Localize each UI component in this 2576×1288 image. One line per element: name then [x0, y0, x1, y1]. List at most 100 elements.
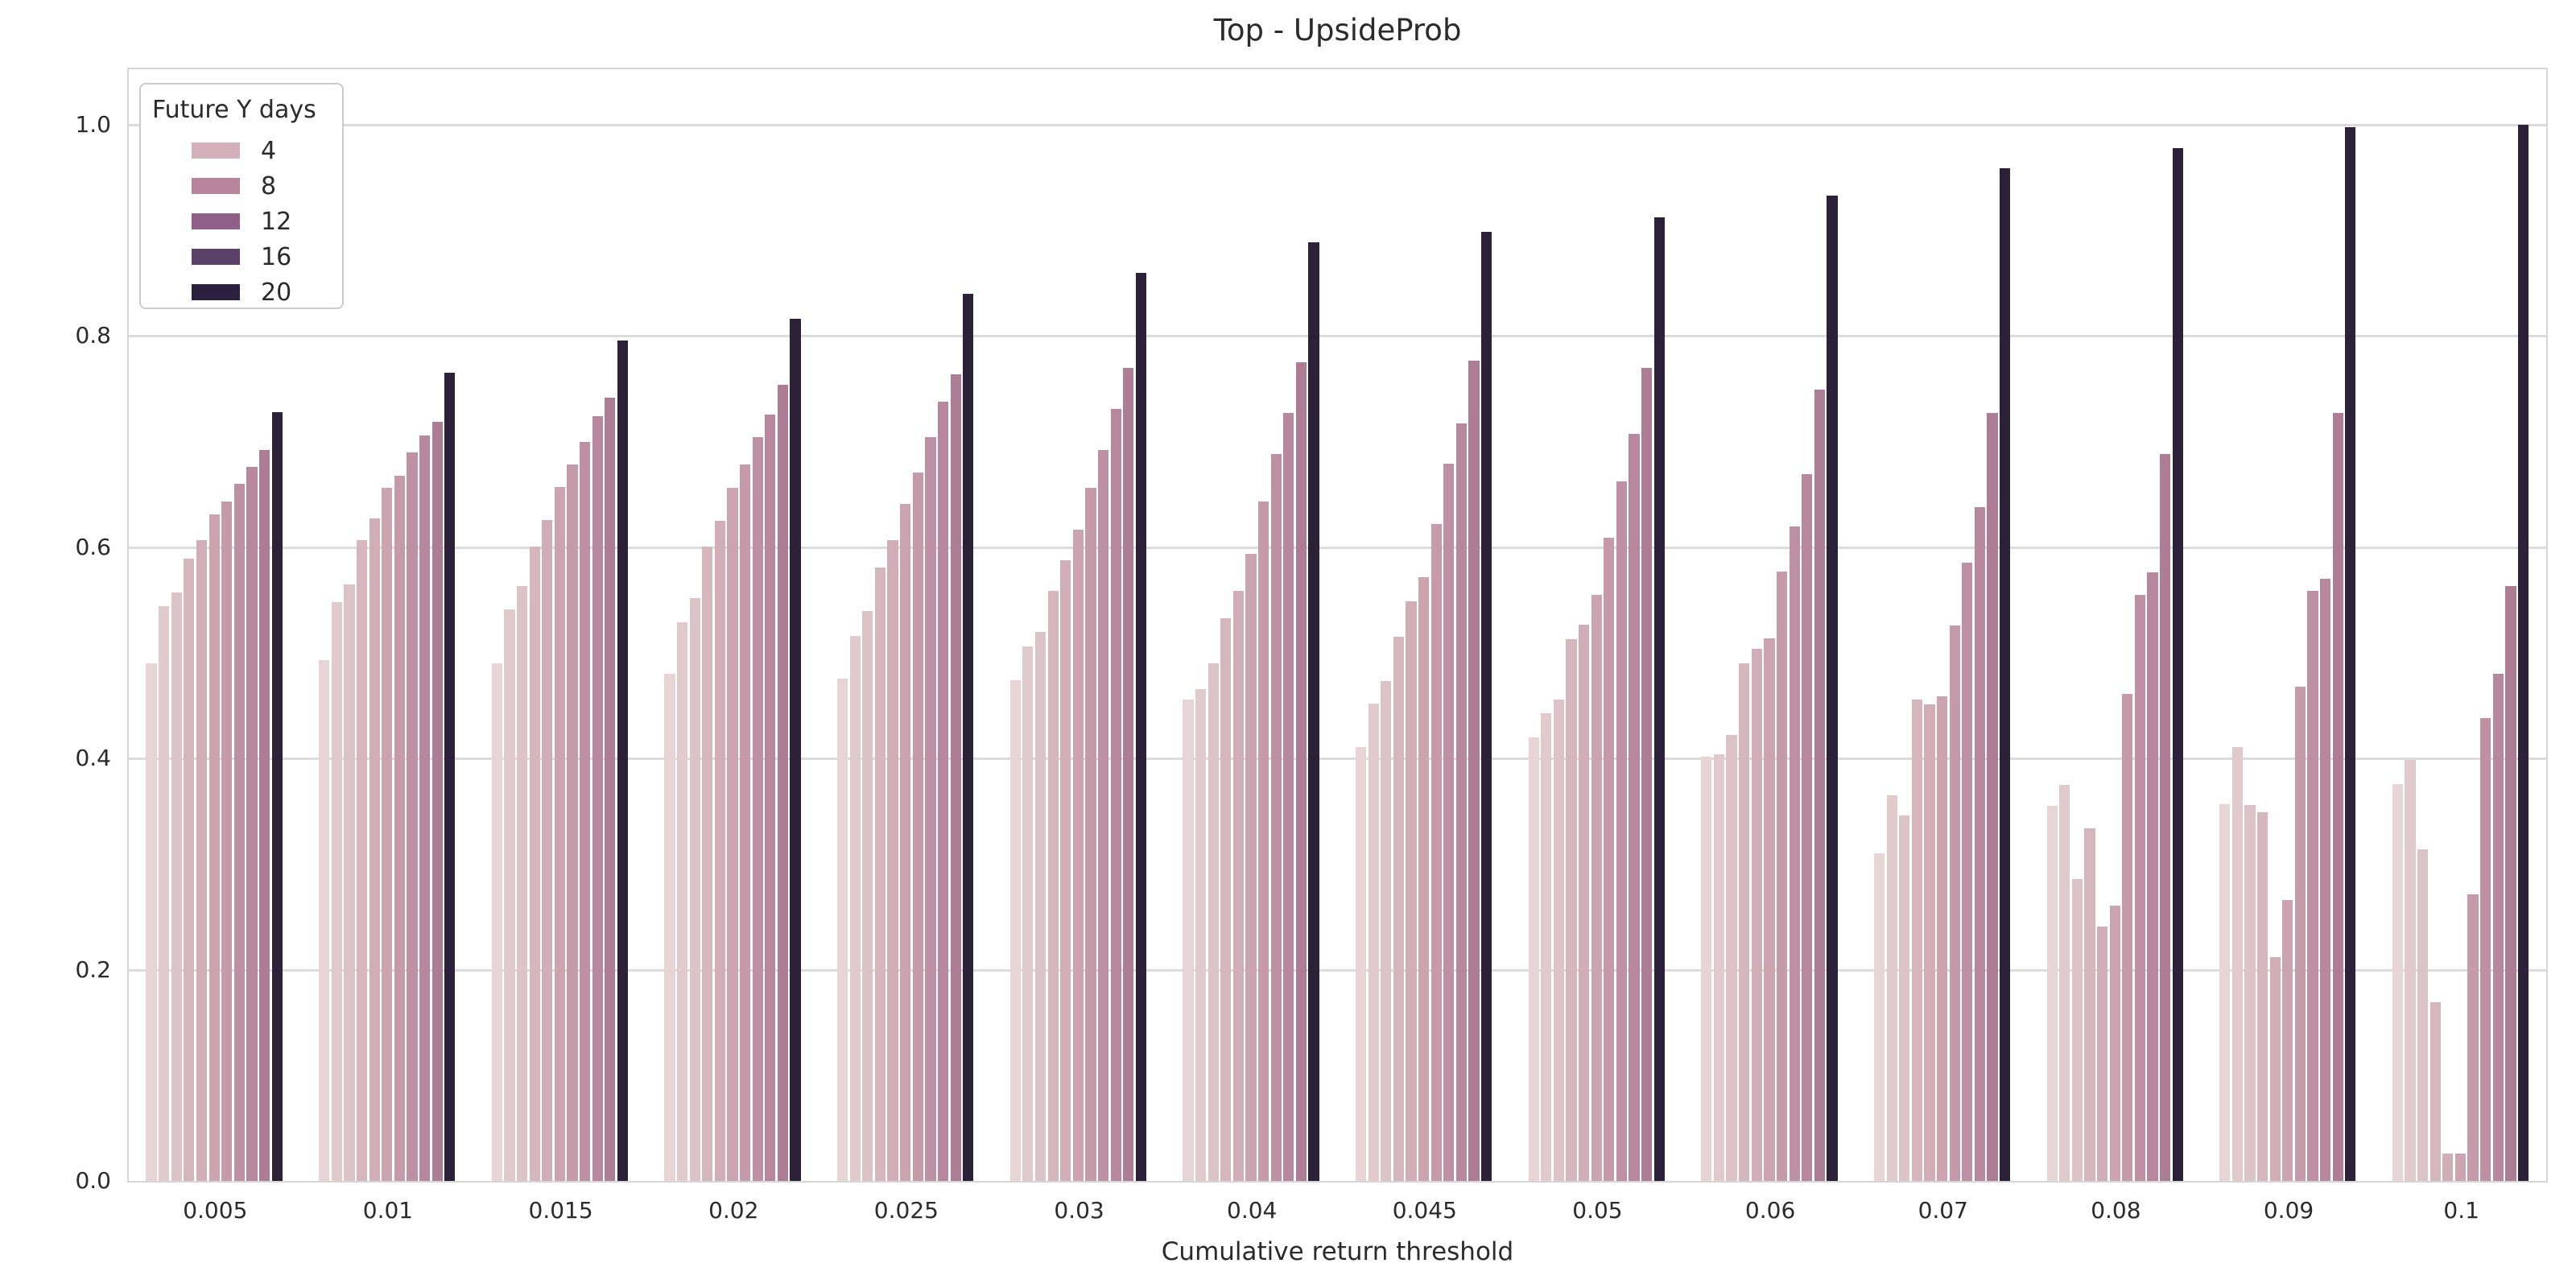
bar [516, 586, 528, 1181]
bar [702, 546, 713, 1181]
bar [1368, 703, 1379, 1181]
bar [1713, 753, 1725, 1181]
x-tick-label: 0.05 [1572, 1197, 1623, 1224]
legend-entry-label: 20 [261, 278, 292, 307]
bar [2231, 746, 2243, 1181]
bar [554, 487, 565, 1181]
bar [2320, 579, 2331, 1181]
legend-swatch-icon [192, 284, 240, 300]
y-tick-label: 0.6 [75, 533, 111, 560]
bar [677, 621, 688, 1181]
bar [900, 504, 911, 1181]
bar [1123, 367, 1134, 1181]
legend: Future Y days 4 8 12 16 20 [139, 83, 344, 309]
bar [1220, 617, 1232, 1181]
bar [1802, 474, 1813, 1181]
bar [837, 678, 848, 1181]
bar [369, 518, 380, 1181]
bar [221, 502, 233, 1181]
bar [1776, 571, 1788, 1181]
bar [196, 539, 208, 1181]
bar [1195, 688, 1207, 1181]
bar [1245, 553, 1257, 1181]
bar [2454, 1153, 2467, 1181]
gridline [129, 758, 2546, 761]
bar [2480, 718, 2491, 1181]
legend-entry-label: 8 [261, 171, 277, 200]
bar [1974, 506, 1985, 1181]
bar [356, 539, 368, 1181]
bar [1701, 756, 1712, 1181]
bar [849, 636, 861, 1181]
legend-entry: 8 [141, 168, 342, 204]
bar [752, 437, 763, 1181]
bar [1393, 637, 1404, 1181]
legend-swatch-icon [192, 213, 240, 229]
bar [171, 592, 182, 1181]
bar [2442, 1153, 2454, 1181]
bar [1541, 712, 1552, 1181]
legend-title: Future Y days [152, 96, 316, 124]
legend-entry: 20 [141, 275, 342, 310]
bar [2244, 804, 2256, 1181]
bar [1911, 699, 1922, 1181]
bar [2109, 905, 2120, 1181]
legend-swatch-icon [192, 142, 240, 159]
bar [2147, 572, 2158, 1181]
gridline [129, 968, 2546, 972]
bar [950, 374, 961, 1181]
bar [491, 663, 502, 1181]
legend-entry-label: 12 [261, 207, 292, 236]
bar [2417, 849, 2429, 1181]
bar [2160, 454, 2171, 1181]
bar [271, 411, 283, 1181]
bar [765, 414, 776, 1181]
bar [1553, 699, 1565, 1181]
bar [1987, 413, 1998, 1181]
bar [529, 546, 540, 1181]
bar [146, 663, 157, 1181]
x-tick-label: 0.045 [1392, 1197, 1457, 1224]
bar [419, 435, 431, 1181]
bar [258, 450, 270, 1181]
bar [394, 475, 405, 1181]
bar [790, 319, 801, 1181]
bar [664, 674, 675, 1181]
chart-title: Top - UpsideProb [1213, 13, 1462, 47]
bar [1468, 360, 1480, 1181]
bar [2294, 686, 2306, 1181]
legend-entry: 16 [141, 239, 342, 275]
bar [2219, 803, 2231, 1181]
bar [2429, 1002, 2441, 1181]
bar [1283, 413, 1294, 1181]
bar [592, 416, 603, 1181]
bar [2392, 783, 2404, 1181]
bar [1135, 272, 1146, 1181]
bar [319, 660, 330, 1181]
x-tick-label: 0.02 [708, 1197, 759, 1224]
x-tick-label: 0.03 [1054, 1197, 1104, 1224]
legend-entry-label: 4 [261, 136, 277, 165]
bar [1899, 815, 1910, 1181]
legend-entries: 4 8 12 16 20 [141, 133, 342, 310]
x-tick-label: 0.09 [2263, 1197, 2314, 1224]
bar [246, 467, 258, 1181]
x-tick-label: 0.025 [873, 1197, 939, 1224]
bar [1022, 646, 1034, 1181]
bar [2122, 694, 2133, 1181]
bar [1629, 434, 1640, 1181]
bar [1591, 594, 1602, 1181]
bar [2172, 147, 2183, 1181]
bar [1873, 853, 1885, 1181]
legend-swatch-icon [192, 178, 240, 194]
bar [1764, 638, 1775, 1181]
bar [344, 584, 355, 1181]
bar [1528, 737, 1539, 1181]
bar [777, 384, 789, 1181]
bar [2282, 900, 2293, 1181]
bar [1418, 576, 1430, 1181]
x-tick-label: 0.1 [2443, 1197, 2479, 1224]
plot-area [127, 68, 2548, 1183]
bar [2059, 785, 2070, 1181]
